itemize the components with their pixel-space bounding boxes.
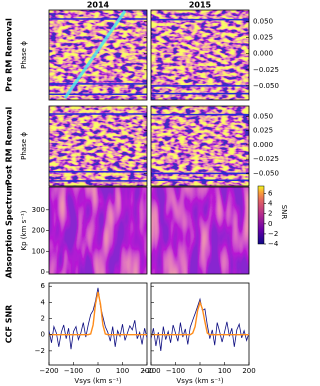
heatmap bbox=[151, 106, 249, 186]
column-title: 2014 bbox=[87, 1, 110, 10]
colorbar bbox=[257, 185, 265, 245]
row-label: Pre RM Removal bbox=[5, 18, 14, 92]
y-tick-label: 300 bbox=[32, 206, 45, 214]
figure: 2014 2015 Pre RM Removal Post RM RemovalAbs… bbox=[5, 1, 289, 386]
planet-trail bbox=[63, 10, 127, 99]
y-tick-label: 0 bbox=[41, 268, 45, 276]
y-axis-label: Phase ϕ bbox=[20, 132, 28, 160]
y-tick-label: −0.025 bbox=[253, 66, 279, 74]
y-axis-label: Phase ϕ bbox=[20, 41, 28, 69]
y-tick-label: 4 bbox=[41, 298, 46, 306]
y-tick-label: 0.000 bbox=[253, 50, 273, 58]
row-label: Post RM Removal bbox=[5, 107, 14, 186]
panel-frame bbox=[48, 282, 148, 366]
x-tick-label: 0 bbox=[96, 367, 100, 375]
x-tick-label: −100 bbox=[166, 367, 185, 375]
x-axis-label: Vsys (km s⁻¹) bbox=[74, 377, 121, 385]
y-tick-label: 0.025 bbox=[253, 127, 273, 135]
colorbar-label: SNR bbox=[280, 205, 288, 220]
colorbar-tick-label: 6 bbox=[268, 190, 273, 198]
ccf-line bbox=[49, 291, 147, 336]
panel-frame bbox=[150, 105, 250, 187]
kp-map bbox=[151, 187, 249, 274]
y-tick-label: 0.050 bbox=[253, 112, 273, 120]
colorbar-tick-label: −2 bbox=[268, 230, 278, 238]
row-label: Absorption Spectrum bbox=[5, 183, 14, 279]
y-tick-label: −0.050 bbox=[253, 169, 279, 177]
column-title: 2015 bbox=[189, 1, 212, 10]
colorbar-tick-label: 2 bbox=[268, 210, 272, 218]
x-tick-label: −100 bbox=[64, 367, 83, 375]
x-tick-label: −200 bbox=[141, 367, 160, 375]
y-axis-label: Kp (km s⁻¹) bbox=[20, 210, 28, 250]
y-tick-label: 2 bbox=[41, 315, 45, 323]
y-tick-label: −0.050 bbox=[253, 82, 279, 90]
x-tick-label: −200 bbox=[39, 367, 58, 375]
y-tick-label: −2 bbox=[35, 347, 45, 355]
x-tick-label: 0 bbox=[198, 367, 202, 375]
heatmap bbox=[49, 106, 147, 186]
x-tick-label: 100 bbox=[116, 367, 129, 375]
ccf-line bbox=[151, 300, 249, 336]
y-tick-label: 0.050 bbox=[253, 18, 273, 26]
y-tick-label: 100 bbox=[32, 247, 45, 255]
colorbar-tick-label: −4 bbox=[268, 240, 279, 248]
kp-map bbox=[49, 187, 147, 274]
y-tick-label: 0.025 bbox=[253, 34, 273, 42]
heatmap bbox=[151, 10, 249, 100]
colorbar-tick-label: 4 bbox=[268, 200, 273, 208]
panel-frame bbox=[150, 282, 250, 366]
y-tick-label: −0.025 bbox=[253, 155, 279, 163]
panel-frame bbox=[48, 9, 148, 101]
colorbar-tick-label: 0 bbox=[268, 220, 272, 228]
panel-frame bbox=[150, 9, 250, 101]
heatmap bbox=[49, 10, 147, 100]
y-tick-label: 0 bbox=[41, 331, 45, 339]
x-tick-label: 200 bbox=[242, 367, 255, 375]
x-tick-label: 200 bbox=[140, 367, 153, 375]
panel-frame bbox=[48, 105, 148, 187]
y-tick-label: 6 bbox=[41, 282, 46, 290]
x-tick-label: 100 bbox=[218, 367, 231, 375]
panel-frame bbox=[150, 186, 250, 275]
x-axis-label: Vsys (km s⁻¹) bbox=[176, 377, 223, 385]
row-label: CCF SNR bbox=[5, 305, 14, 344]
y-tick-label: 200 bbox=[32, 227, 45, 235]
y-tick-label: 0.000 bbox=[253, 141, 273, 149]
